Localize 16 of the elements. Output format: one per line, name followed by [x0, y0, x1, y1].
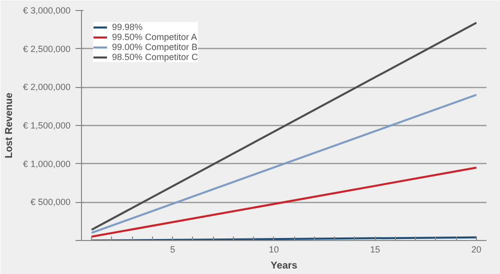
y-tick-label: € 2,500,000 — [22, 44, 70, 54]
x-tick-label: 15 — [370, 244, 380, 254]
y-tick-label: € 2,000,000 — [22, 82, 70, 92]
x-tick-label: 20 — [471, 244, 482, 254]
x-axis-title: Years — [270, 260, 298, 272]
y-axis-title: Lost Revenue — [4, 92, 15, 158]
x-tick-label: 5 — [170, 244, 176, 254]
legend-label: 98.50% Competitor C — [112, 52, 198, 62]
y-tick-label: € 3,000,000 — [22, 6, 70, 16]
x-tick-label: 10 — [268, 244, 279, 254]
legend-label: 99.00% Competitor B — [112, 42, 198, 52]
legend-label: 99.50% Competitor A — [112, 32, 198, 42]
y-tick-label: € 1,000,000 — [22, 158, 70, 169]
y-tick-label: € 500,000 — [30, 197, 71, 208]
legend-label: 99.98% — [112, 22, 143, 32]
y-tick-label: € 1,500,000 — [22, 120, 70, 130]
